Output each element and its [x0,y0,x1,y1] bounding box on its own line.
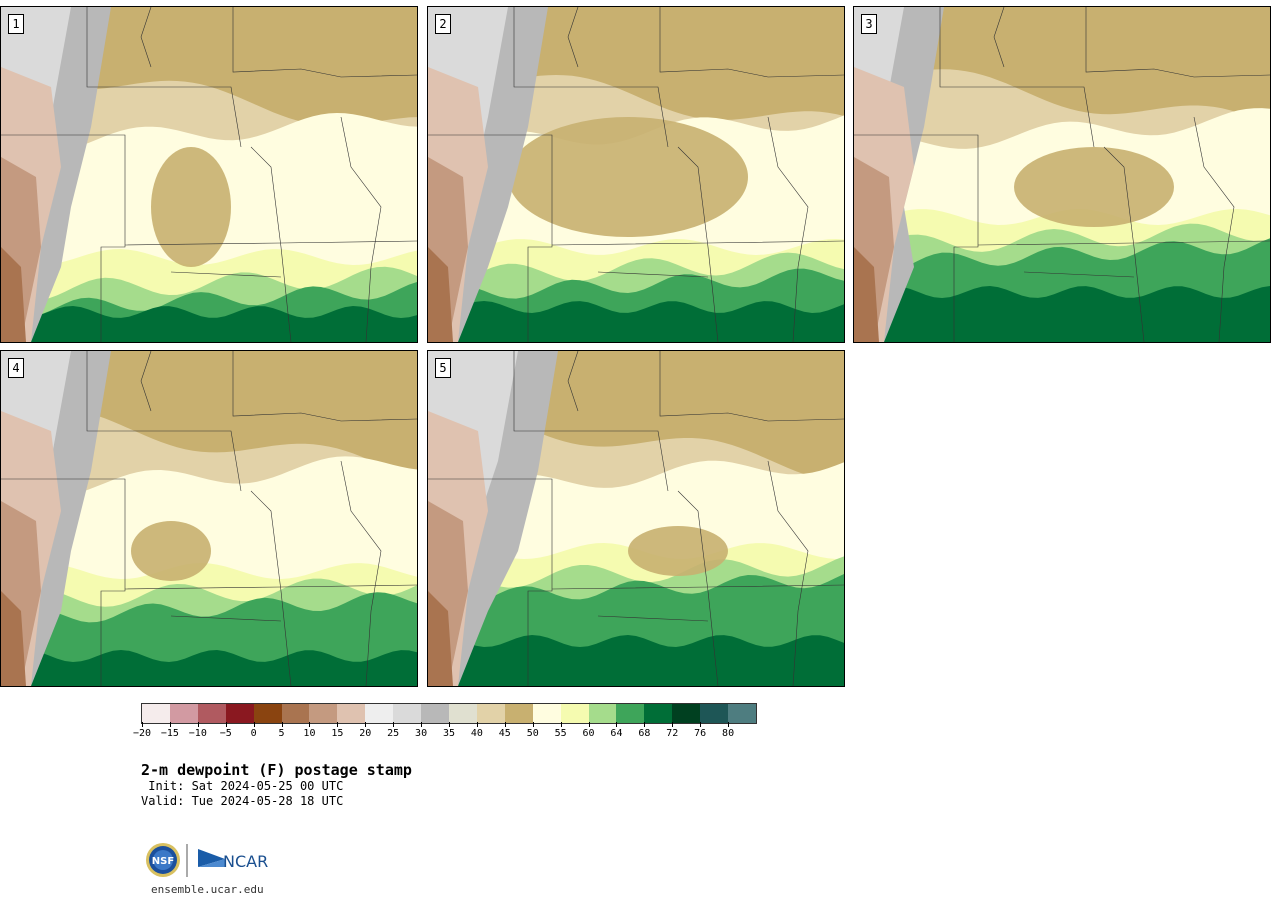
colorbar-swatch [421,704,449,723]
colorbar-swatch [309,704,338,723]
colorbar-tick-mark [142,722,143,727]
colorbar-swatch [476,704,505,723]
colorbar-tick-label: 45 [498,728,511,739]
colorbar-swatch [142,704,170,723]
colorbar-tick-mark [253,722,255,727]
colorbar-tick-label: 50 [526,728,539,739]
colorbar-tick-label: 0 [250,728,257,739]
colorbar-tick-label: 68 [638,728,651,739]
colorbar-swatch [337,704,366,723]
colorbar-tick-label: 55 [554,728,567,739]
colorbar-swatch [532,704,561,723]
colorbar-tick-label: 80 [722,728,735,739]
colorbar-tick-mark [449,722,450,727]
colorbar-tick-label: 64 [610,728,623,739]
colorbar-tick-mark [169,722,171,727]
panel-label: 1 [8,14,24,34]
colorbar-swatch [448,704,477,723]
panel-label: 3 [861,14,877,34]
init-time: Init: Sat 2024-05-25 00 UTC [141,779,344,793]
colorbar-tick-mark [197,722,199,727]
colorbar-swatch [169,704,198,723]
ncar-logo-text: NCAR [223,852,268,871]
stamp-panel-1: 1 [0,6,418,343]
colorbar-tick-mark [672,722,674,727]
colorbar-tick-mark [728,722,730,727]
colorbar-swatch [365,704,394,723]
colorbar-tick-mark [504,722,506,727]
colorbar-swatch [728,704,756,723]
colorbar-tick-label: 25 [387,728,400,739]
colorbar-tick-label: 10 [303,728,316,739]
dewpoint-map-3 [854,7,1270,342]
colorbar-tick-mark [365,722,367,727]
colorbar-tick-mark [560,722,562,727]
ncar-logo: NCAR [198,849,268,871]
colorbar-swatch [197,704,226,723]
colorbar-tick-label: 5 [278,728,285,739]
logos: NSF NCAR [145,843,275,881]
colorbar-tick-label: 35 [442,728,456,739]
colorbar-tick-label: −20 [132,728,152,739]
colorbar-tick-label: −15 [160,728,179,739]
colorbar-swatch [253,704,282,723]
dewpoint-map-4 [1,351,417,686]
stamp-panel-2: 2 [427,6,845,343]
stamp-panel-5: 5 [427,350,845,687]
page-title: 2-m dewpoint (F) postage stamp [141,761,412,779]
colorbar-swatch [560,704,589,723]
colorbar-tick-mark [281,722,283,727]
colorbar-swatch [672,704,701,723]
footer-url: ensemble.ucar.edu [151,883,264,896]
nsf-logo-text: NSF [152,856,174,867]
colorbar-tick-mark [616,722,618,727]
colorbar-ticks: −20 −15 −10 −5 0 5 10 15 20 25 30 35 40 45 50 55 60 64 68 7… [133,722,757,742]
colorbar-tick-mark [309,722,311,727]
colorbar-tick-mark [225,722,227,727]
panel-label: 4 [8,358,24,378]
colorbar-swatch [393,704,422,723]
colorbar [141,703,757,724]
colorbar-tick-mark [421,722,423,727]
colorbar-tick-label: −10 [188,728,207,739]
stamp-panel-4: 4 [0,350,418,687]
colorbar-tick-label: 30 [415,728,428,739]
dewpoint-map-2 [428,7,844,342]
panel-label: 2 [435,14,451,34]
colorbar-tick-mark [476,722,478,727]
nsf-logo: NSF [146,843,180,877]
colorbar-tick-label: −5 [219,728,232,739]
stamp-panel-3: 3 [853,6,1271,343]
colorbar-tick-label: 76 [694,728,707,739]
colorbar-swatch [225,704,254,723]
colorbar-swatch [281,704,310,723]
dewpoint-map-5 [428,351,844,686]
colorbar-tick-label: 40 [470,728,483,739]
colorbar-tick-mark [532,722,534,727]
colorbar-tick-mark [588,722,590,727]
colorbar-tick-label: 15 [331,728,344,739]
colorbar-swatch [504,704,533,723]
colorbar-tick-label: 20 [359,728,372,739]
colorbar-tick-label: 60 [582,728,595,739]
panel-label: 5 [435,358,451,378]
colorbar-swatch [588,704,617,723]
dewpoint-map-1 [1,7,417,342]
colorbar-swatch [616,704,645,723]
colorbar-tick-label: 72 [666,728,679,739]
colorbar-tick-mark [337,722,339,727]
colorbar-swatch [700,704,729,723]
colorbar-swatch [644,704,673,723]
valid-time: Valid: Tue 2024-05-28 18 UTC [141,794,344,808]
colorbar-tick-mark [644,722,646,727]
colorbar-tick-mark [393,722,395,727]
colorbar-tick-mark [700,722,702,727]
